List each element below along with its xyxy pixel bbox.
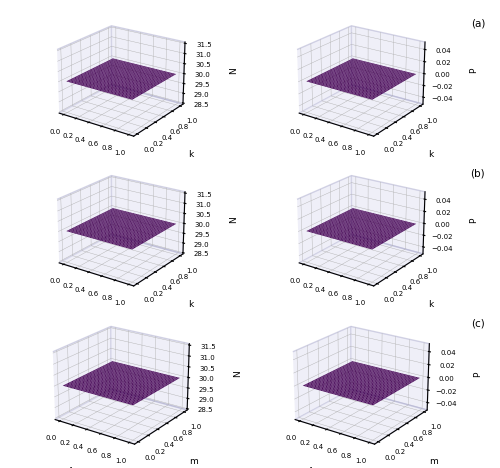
Y-axis label: k: k — [428, 150, 434, 159]
X-axis label: m: m — [308, 160, 316, 169]
X-axis label: m: m — [68, 160, 76, 169]
X-axis label: A: A — [308, 467, 314, 468]
Y-axis label: k: k — [428, 300, 434, 309]
Text: (a): (a) — [470, 19, 485, 29]
Text: (b): (b) — [470, 168, 485, 178]
Y-axis label: m: m — [429, 457, 438, 466]
Text: (c): (c) — [471, 318, 485, 328]
Y-axis label: m: m — [189, 457, 198, 466]
X-axis label: A: A — [69, 310, 75, 319]
Y-axis label: k: k — [188, 300, 194, 309]
Y-axis label: k: k — [188, 150, 194, 159]
X-axis label: A: A — [68, 467, 73, 468]
X-axis label: A: A — [309, 310, 316, 319]
